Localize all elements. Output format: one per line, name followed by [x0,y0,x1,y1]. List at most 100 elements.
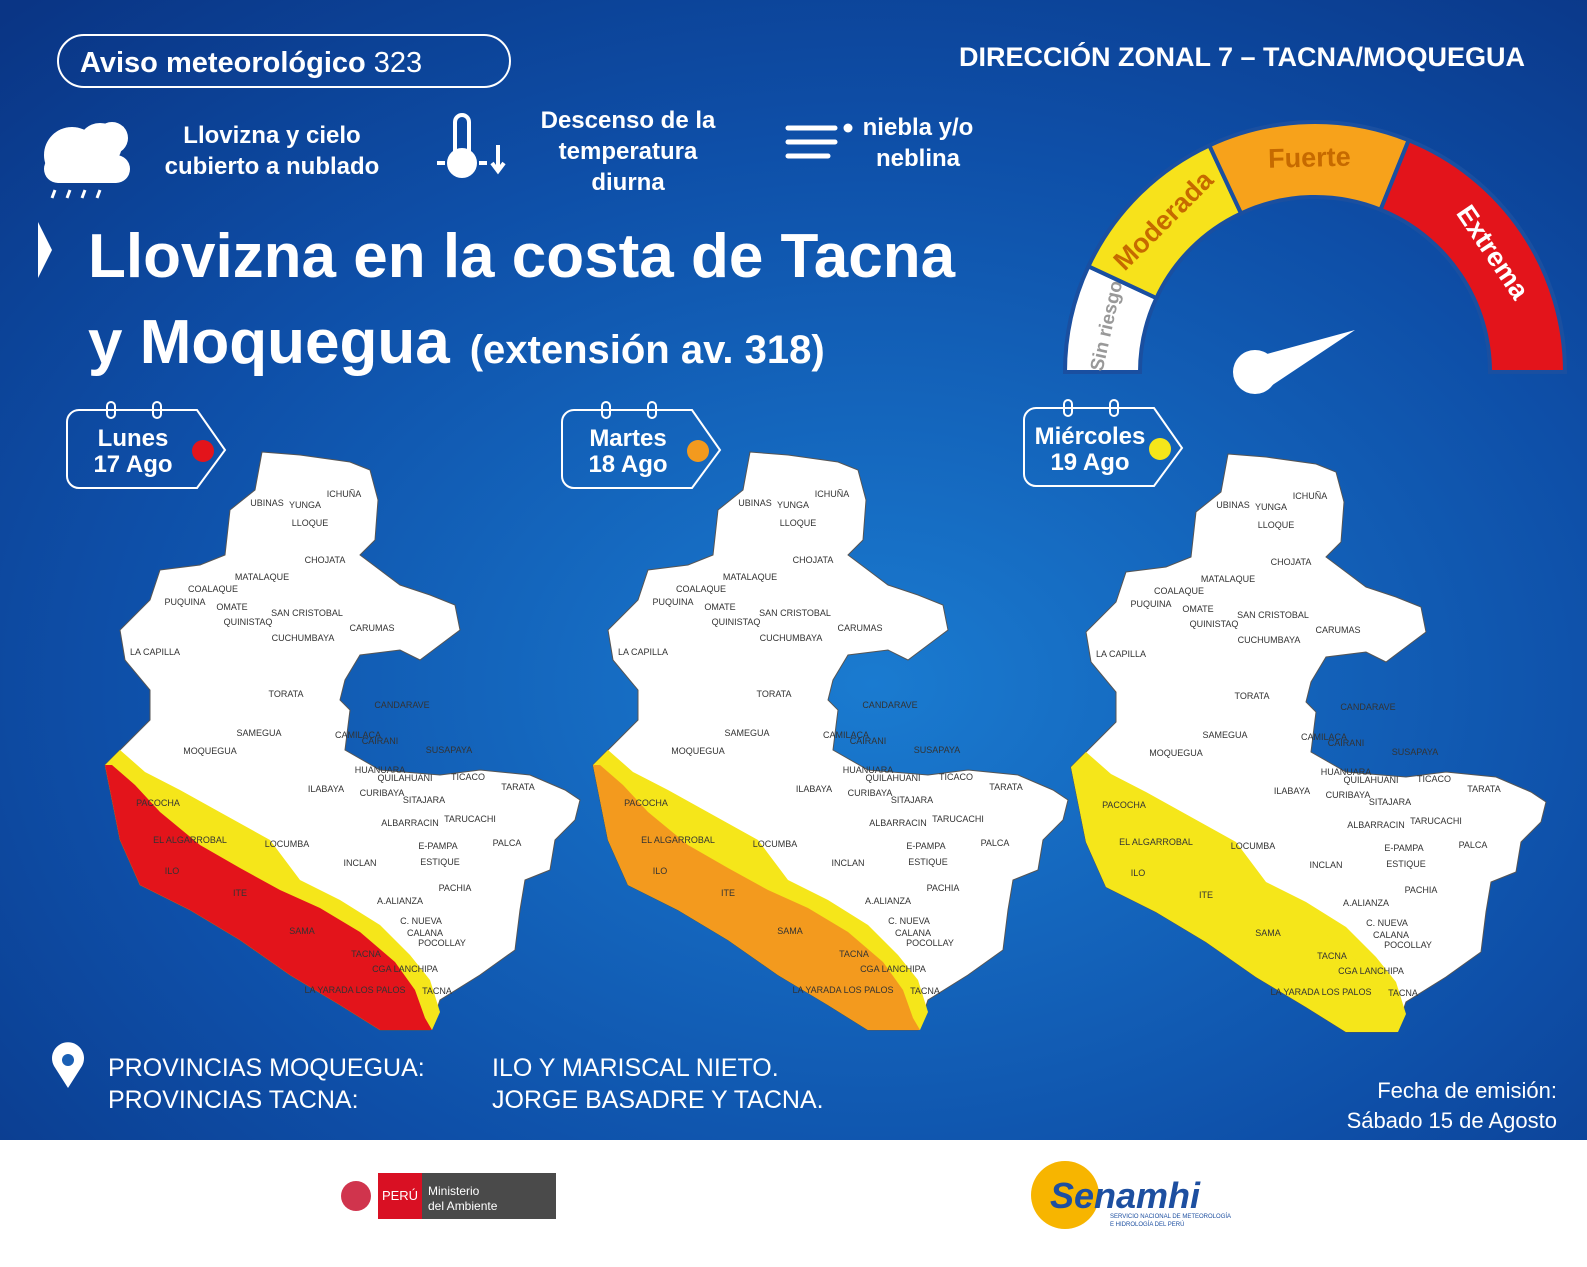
place-name: TARATA [989,782,1023,792]
place-name: YUNGA [289,500,321,510]
badge-frame [561,409,722,489]
place-name: OMATE [1182,604,1213,614]
hazard-text: Llovizna y cielo [183,122,360,149]
place-name: UBINAS [1216,500,1250,510]
calendar-ring [106,401,116,419]
place-name: SAN CRISTOBAL [271,608,343,618]
place-name: QUINISTAQ [712,617,761,627]
place-name: HUANUARA [1321,767,1372,777]
place-name: PALCA [493,838,522,848]
place-name: ITE [1199,890,1213,900]
badge [57,34,511,88]
place-name: LLOQUE [780,518,817,528]
place-name: MOQUEGUA [183,746,237,756]
place-name: PUQUINA [1130,599,1171,609]
ministry-logo: PERÚ Ministerio del Ambiente [341,1173,556,1219]
place-name: CARUMAS [837,623,882,633]
place-name: OMATE [704,602,735,612]
place-name: LA YARADA LOS PALOS [304,985,405,995]
place-name: TARUCACHI [1410,816,1462,826]
place-name: A.ALIANZA [1343,898,1389,908]
place-name: TICACO [1417,774,1451,784]
hazard-text: temperatura [559,138,698,165]
brand-sub: SERVICIO NACIONAL DE METEOROLOGÍA [1110,1213,1231,1220]
day-date: 18 Ago [588,451,667,478]
place-name: SAN CRISTOBAL [1237,610,1309,620]
place-name: ALBARRACIN [1347,820,1405,830]
place-name: SITAJARA [1369,797,1411,807]
place-name: QUILAHUANI [1343,775,1398,785]
place-name: ILO [653,866,668,876]
place-name: LA YARADA LOS PALOS [1270,987,1371,997]
hazard-text: Descenso de la [541,107,716,134]
place-name: TARUCACHI [932,814,984,824]
day-name: Lunes [98,425,169,452]
place-name: CALANA [407,928,443,938]
drizzle-icon [44,122,130,199]
place-name: TACNA [351,949,381,959]
place-name: MOQUEGUA [1149,748,1203,758]
place-name: MATALAQUE [235,572,289,582]
place-name: PACOCHA [136,798,180,808]
place-name: SAMEGUA [1202,730,1247,740]
province-value: ILO Y MARISCAL NIETO. [492,1054,779,1082]
place-name: CURIBAYA [360,788,405,798]
day-map: ICHUÑA UBINAS YUNGA LLOQUE CHOJATA MATALAQUE C… [1070,453,1547,1033]
place-name: UBINAS [738,498,772,508]
place-name: TACNA [910,986,940,996]
place-name: TORATA [1234,691,1269,701]
place-name: ILO [165,866,180,876]
calendar-ring [152,401,162,419]
place-name: CALANA [1373,930,1409,940]
place-name: C. NUEVA [400,916,442,926]
place-name: TARUCACHI [444,814,496,824]
place-name: COALAQUE [1154,586,1204,596]
day-name: Martes [589,425,666,452]
ministry-label: del Ambiente [428,1199,498,1213]
place-name: PACHIA [1405,885,1438,895]
place-name: CURIBAYA [1326,790,1371,800]
place-name: CHOJATA [305,555,346,565]
place-name: LA CAPILLA [1096,649,1146,659]
place-name: PACHIA [927,883,960,893]
title-line: Llovizna en la costa de Tacna [88,222,956,291]
place-name: LLOQUE [1258,520,1295,530]
place-name: PALCA [981,838,1010,848]
day-level-dot [192,440,214,462]
gauge-hub [1233,350,1277,394]
place-name: YUNGA [777,500,809,510]
place-name: EL ALGARROBAL [1119,837,1193,847]
province-value: JORGE BASADRE Y TACNA. [492,1086,824,1114]
warning-area [1071,767,1398,1032]
day-name: Miércoles [1035,423,1146,450]
place-name: CAMILACA [335,730,381,740]
place-name: TACNA [839,949,869,959]
place-name: EL ALGARROBAL [641,835,715,845]
place-name: SAMEGUA [724,728,769,738]
place-name: TORATA [756,689,791,699]
place-name: A.ALIANZA [865,896,911,906]
place-name: PUQUINA [164,597,205,607]
day-map: ICHUÑA UBINAS YUNGA LLOQUE CHOJATA MATALAQUE C… [592,451,1069,1031]
place-name: SUSAPAYA [426,745,473,755]
place-name: SAMEGUA [236,728,281,738]
place-name: HUANUARA [843,765,894,775]
place-name: CAMILACA [823,730,869,740]
place-name: POCOLLAY [906,938,954,948]
calendar-ring [1063,399,1073,417]
day-date: 19 Ago [1050,449,1129,476]
place-name: INCLAN [343,858,376,868]
place-name: CGA LANCHIPA [1338,966,1404,976]
place-name: MOQUEGUA [671,746,725,756]
footer-band [0,1140,1587,1267]
place-name: ICHUÑA [1293,491,1328,501]
place-name: ALBARRACIN [381,818,439,828]
place-name: CAIRANI [850,736,887,746]
place-name: COALAQUE [676,584,726,594]
place-name: QUINISTAQ [1190,619,1239,629]
place-name: CANDARAVE [1340,702,1395,712]
place-name: LLOQUE [292,518,329,528]
hazard-text: neblina [876,145,961,172]
calendar-ring [647,401,657,419]
